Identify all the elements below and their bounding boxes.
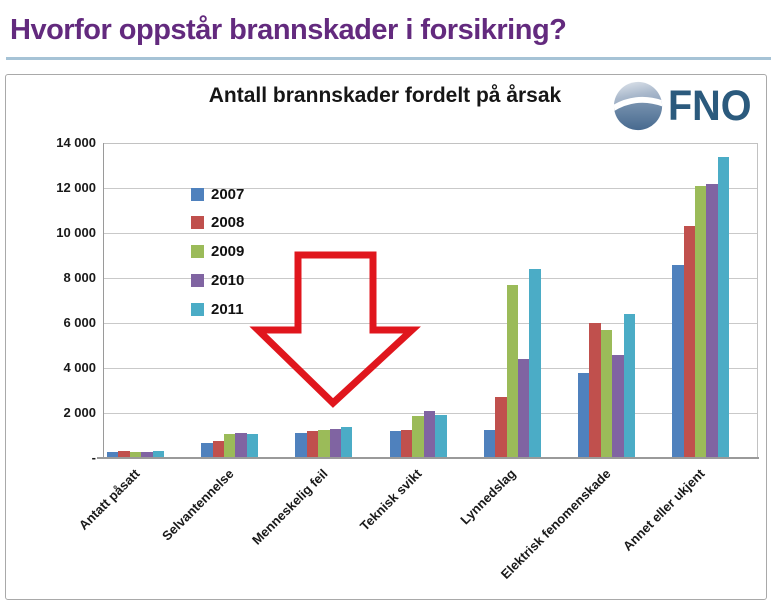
- chart-title: Antall brannskader fordelt på årsak: [208, 84, 562, 107]
- bar-2010-Lynnedslag: [518, 359, 530, 458]
- bar-2009-Selvantennelse: [224, 434, 236, 458]
- gridline: [103, 233, 757, 234]
- y-axis-label: 2 000: [63, 405, 96, 420]
- legend-swatch-2007: [191, 187, 204, 201]
- legend-label-2010: 2010: [211, 271, 245, 289]
- bar-2008-Menneskelig feil: [306, 431, 319, 458]
- bar-2007-Lynnedslag: [483, 429, 496, 458]
- gridline: [103, 323, 757, 324]
- bar-2008-Selvantennelse: [212, 441, 224, 458]
- legend-label-2008: 2008: [211, 214, 245, 232]
- bar-2007-Teknisk svikt: [389, 431, 401, 458]
- bar-2008-Antatt påsatt: [118, 451, 130, 458]
- bar-2011-Elektrisk fenomenskade: [623, 314, 635, 458]
- legend-item: 2008: [191, 214, 245, 232]
- bar-2011-Teknisk svikt: [435, 415, 447, 458]
- bar-2007-Antatt påsatt: [107, 452, 119, 458]
- bar-2008-Lynnedslag: [495, 397, 507, 458]
- plot-border: [103, 143, 758, 459]
- bar-2010-Antatt påsatt: [141, 452, 153, 458]
- bar-2007-Elektrisk fenomenskade: [578, 372, 590, 458]
- bar-2010-Annet eller ukjent: [706, 183, 718, 458]
- fno-logo-text: FNO: [668, 81, 752, 130]
- bar-2008-Teknisk svikt: [401, 429, 413, 458]
- bar-2010-Menneskelig feil: [329, 428, 341, 458]
- bar-2007-Annet eller ukjent: [672, 264, 684, 458]
- legend-item: 2011: [191, 300, 244, 318]
- y-axis-label: 10 000: [56, 225, 96, 240]
- gridline: [103, 368, 757, 369]
- bar-2010-Selvantennelse: [235, 433, 247, 458]
- legend-item: 2007: [191, 185, 245, 203]
- bar-2011-Menneskelig feil: [341, 426, 353, 458]
- fno-sphere-icon: [613, 81, 663, 131]
- bar-2009-Annet eller ukjent: [695, 185, 707, 458]
- bar-2011-Lynnedslag: [529, 269, 541, 458]
- gridline: [103, 188, 757, 189]
- slide-title: Hvorfor oppstår brannskader i forsikring…: [10, 14, 567, 46]
- y-axis-label: 8 000: [63, 270, 96, 285]
- legend-label-2007: 2007: [211, 185, 245, 203]
- y-axis-label: -: [91, 450, 96, 465]
- bar-2009-Antatt påsatt: [129, 452, 142, 458]
- legend-swatch-2009: [191, 245, 204, 259]
- gridline: [103, 278, 757, 279]
- bar-2007-Menneskelig feil: [295, 433, 307, 458]
- bar-2010-Elektrisk fenomenskade: [612, 354, 624, 458]
- bar-2009-Elektrisk fenomenskade: [600, 329, 613, 458]
- bar-2009-Teknisk svikt: [412, 416, 424, 458]
- legend-swatch-2010: [191, 273, 204, 287]
- y-axis-label: 14 000: [56, 135, 96, 150]
- y-axis-label: 4 000: [63, 360, 96, 375]
- legend-item: 2009: [191, 243, 245, 261]
- bar-2011-Annet eller ukjent: [717, 156, 730, 458]
- bar-2011-Selvantennelse: [246, 434, 259, 458]
- bar-2008-Elektrisk fenomenskade: [589, 323, 601, 458]
- bar-2007-Selvantennelse: [201, 443, 213, 458]
- bar-2009-Menneskelig feil: [318, 429, 330, 458]
- legend-item: 2010: [191, 271, 245, 289]
- y-axis-line: [103, 143, 104, 458]
- bar-2009-Lynnedslag: [506, 284, 518, 458]
- y-axis-label: 12 000: [56, 180, 96, 195]
- bar-2010-Teknisk svikt: [423, 410, 436, 458]
- y-axis-label: 6 000: [63, 315, 96, 330]
- legend-label-2011: 2011: [211, 300, 244, 318]
- bar-2008-Annet eller ukjent: [683, 226, 695, 458]
- x-axis-line: [97, 457, 759, 459]
- legend-swatch-2008: [191, 216, 204, 230]
- bar-2011-Antatt påsatt: [152, 451, 164, 458]
- legend-swatch-2011: [191, 302, 204, 316]
- title-underline: [6, 57, 771, 60]
- fno-logo: FNO: [612, 80, 759, 132]
- legend-label-2009: 2009: [211, 243, 245, 261]
